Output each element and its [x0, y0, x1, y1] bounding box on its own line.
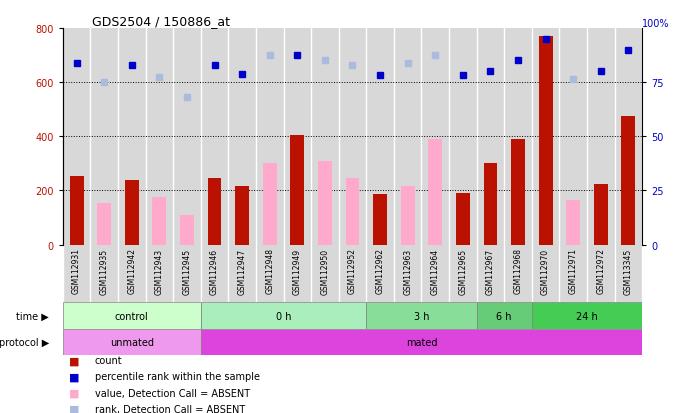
- Bar: [422, 29, 449, 245]
- Text: 3 h: 3 h: [414, 311, 429, 321]
- Text: ■: ■: [68, 404, 79, 413]
- Text: GSM112962: GSM112962: [376, 248, 385, 294]
- Text: GSM112964: GSM112964: [431, 248, 440, 294]
- Text: GDS2504 / 150886_at: GDS2504 / 150886_at: [92, 15, 230, 28]
- Bar: [394, 29, 422, 245]
- Text: GSM112942: GSM112942: [127, 248, 136, 294]
- Bar: [201, 329, 642, 355]
- Text: GSM112967: GSM112967: [486, 248, 495, 294]
- Bar: [201, 29, 228, 245]
- Bar: [91, 29, 118, 245]
- Text: GSM112945: GSM112945: [182, 248, 191, 294]
- Bar: [504, 29, 532, 245]
- Text: GSM112943: GSM112943: [155, 248, 164, 294]
- Bar: [97, 203, 111, 245]
- Text: 100%: 100%: [642, 19, 669, 29]
- Bar: [263, 164, 276, 245]
- Bar: [173, 29, 201, 245]
- Bar: [532, 29, 559, 245]
- Bar: [614, 29, 642, 245]
- Bar: [449, 29, 477, 245]
- Bar: [63, 303, 201, 329]
- Text: GSM113345: GSM113345: [624, 248, 633, 294]
- Bar: [366, 303, 477, 329]
- Bar: [532, 303, 642, 329]
- Bar: [256, 29, 283, 245]
- Text: GSM112950: GSM112950: [320, 248, 329, 294]
- Text: 6 h: 6 h: [496, 311, 512, 321]
- Bar: [477, 29, 504, 245]
- Bar: [290, 135, 304, 245]
- Text: ■: ■: [68, 355, 79, 366]
- Bar: [63, 29, 91, 245]
- Text: GSM112949: GSM112949: [293, 248, 302, 294]
- Bar: [201, 303, 366, 329]
- Bar: [346, 179, 359, 245]
- Text: percentile rank within the sample: percentile rank within the sample: [95, 372, 260, 382]
- Text: control: control: [115, 311, 149, 321]
- Bar: [366, 29, 394, 245]
- Text: GSM112935: GSM112935: [100, 248, 109, 294]
- Bar: [311, 29, 339, 245]
- Text: ■: ■: [68, 372, 79, 382]
- Bar: [283, 29, 311, 245]
- Text: 24 h: 24 h: [576, 311, 598, 321]
- Text: GSM112968: GSM112968: [514, 248, 523, 294]
- Bar: [621, 117, 635, 245]
- Bar: [456, 194, 470, 245]
- Bar: [235, 187, 249, 245]
- Text: GSM112965: GSM112965: [459, 248, 468, 294]
- Bar: [566, 200, 580, 245]
- Bar: [484, 164, 497, 245]
- Bar: [318, 161, 332, 245]
- Bar: [587, 29, 614, 245]
- Bar: [228, 29, 256, 245]
- Bar: [118, 29, 146, 245]
- Text: GSM112946: GSM112946: [210, 248, 219, 294]
- Text: ■: ■: [68, 388, 79, 398]
- Text: protocol ▶: protocol ▶: [0, 337, 49, 347]
- Text: 0 h: 0 h: [276, 311, 291, 321]
- Text: value, Detection Call = ABSENT: value, Detection Call = ABSENT: [95, 388, 250, 398]
- Bar: [180, 215, 194, 245]
- Text: unmated: unmated: [110, 337, 154, 347]
- Bar: [152, 198, 166, 245]
- Text: rank, Detection Call = ABSENT: rank, Detection Call = ABSENT: [95, 404, 245, 413]
- Bar: [594, 184, 608, 245]
- Text: GSM112971: GSM112971: [569, 248, 578, 294]
- Bar: [373, 195, 387, 245]
- Bar: [70, 176, 84, 245]
- Bar: [559, 29, 587, 245]
- Text: GSM112931: GSM112931: [72, 248, 81, 294]
- Text: GSM112948: GSM112948: [265, 248, 274, 294]
- Bar: [339, 29, 366, 245]
- Bar: [125, 180, 139, 245]
- Bar: [539, 37, 553, 245]
- Bar: [208, 179, 221, 245]
- Bar: [401, 187, 415, 245]
- Text: GSM112970: GSM112970: [541, 248, 550, 294]
- Bar: [146, 29, 173, 245]
- Text: time ▶: time ▶: [16, 311, 49, 321]
- Bar: [511, 140, 525, 245]
- Text: count: count: [95, 355, 122, 366]
- Text: GSM112972: GSM112972: [596, 248, 605, 294]
- Bar: [63, 329, 201, 355]
- Text: GSM112952: GSM112952: [348, 248, 357, 294]
- Text: GSM112963: GSM112963: [403, 248, 412, 294]
- Bar: [477, 303, 532, 329]
- Text: mated: mated: [406, 337, 437, 347]
- Bar: [429, 140, 442, 245]
- Text: GSM112947: GSM112947: [237, 248, 246, 294]
